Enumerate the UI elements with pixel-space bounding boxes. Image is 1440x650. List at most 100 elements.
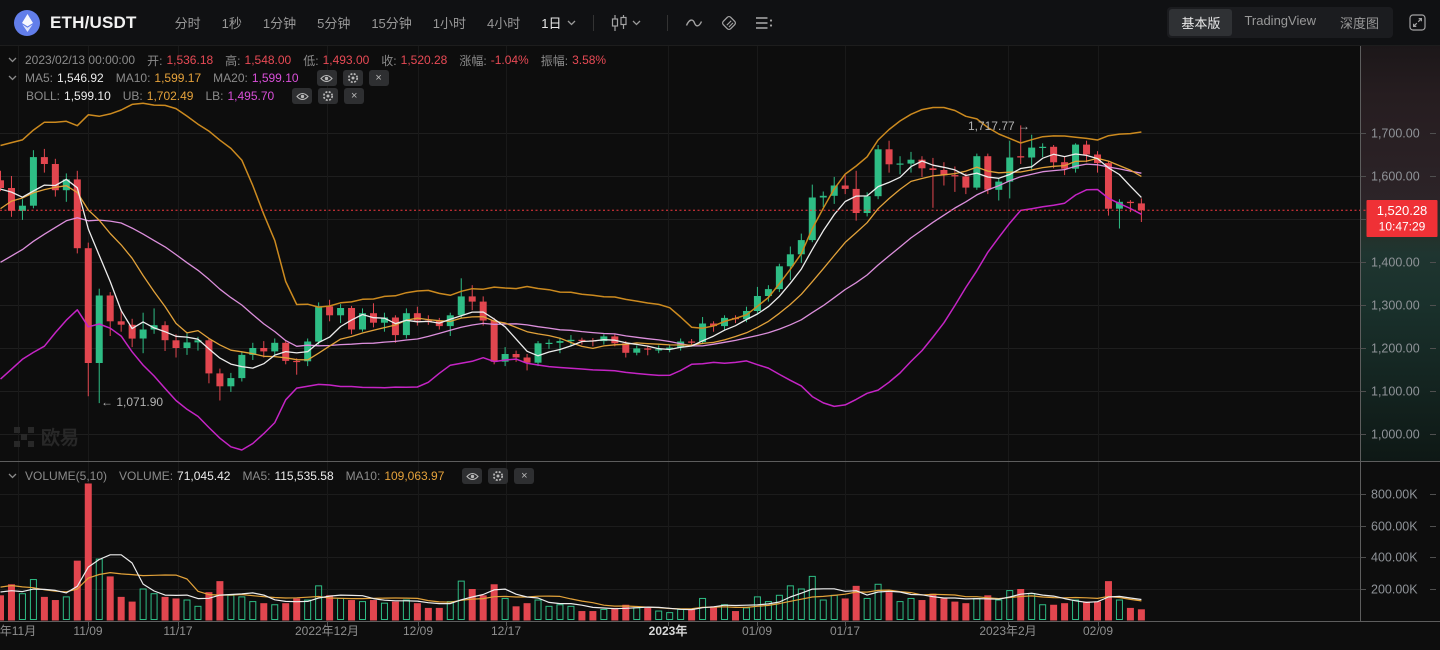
candle-body	[962, 176, 970, 188]
boll-ub-label: UB:	[122, 89, 143, 103]
y-axis-label: 1,300.00	[1371, 299, 1420, 313]
candlestick-icon	[611, 14, 627, 31]
collapse-chevron-icon[interactable]	[8, 57, 17, 63]
gear-icon[interactable]	[318, 88, 339, 104]
candle-body	[51, 164, 59, 191]
candle-body	[896, 163, 904, 165]
volume-bar	[644, 607, 652, 621]
candle-body	[764, 289, 772, 296]
y-axis-label: 400.00K	[1371, 551, 1418, 565]
candle-body	[468, 296, 476, 302]
tab-basic[interactable]: 基本版	[1169, 9, 1233, 36]
low-value: 1,493.00	[322, 53, 370, 67]
volume-bar	[863, 597, 871, 621]
volume-bar	[1083, 601, 1091, 621]
timeframe-active-dropdown[interactable]: 1日	[541, 13, 575, 32]
volume-bar	[424, 607, 432, 621]
candle-body	[863, 196, 871, 213]
ohlc-info-row: 2023/02/13 00:00:00 开: 1,536.18 高: 1,548…	[8, 52, 618, 68]
close-value: 1,520.28	[400, 53, 448, 67]
candle-body	[62, 179, 70, 191]
x-axis-label: 01/17	[830, 624, 860, 638]
volume-bar	[1061, 603, 1069, 621]
low-label: 低:	[303, 53, 319, 68]
boll-value: 1,599.10	[64, 89, 111, 103]
ma5-label: MA5:	[25, 71, 54, 85]
volume-bar	[249, 601, 257, 620]
candle-body	[501, 354, 509, 362]
timeframe-item[interactable]: 1小时	[432, 16, 467, 31]
gear-icon[interactable]	[488, 468, 509, 484]
eye-icon[interactable]	[316, 70, 337, 86]
timeframe-item[interactable]: 4小时	[487, 16, 521, 31]
candle-body	[841, 185, 849, 189]
amplitude-value: 3.58%	[572, 53, 607, 67]
gear-icon[interactable]	[342, 70, 363, 86]
candle-body	[40, 157, 48, 164]
candle-body	[973, 156, 981, 188]
volume-bar	[51, 600, 59, 621]
candlestick-chart[interactable]: 1,700.001,600.001,500.001,400.001,300.00…	[0, 46, 1440, 650]
timeframe-item[interactable]: 1分钟	[262, 16, 297, 31]
candle-body	[885, 149, 893, 165]
volume-bar	[194, 605, 202, 621]
candle-body	[7, 188, 15, 211]
volume-bar	[1104, 581, 1112, 621]
volume-bar	[501, 597, 509, 621]
change-label: 涨幅:	[459, 53, 487, 68]
volume-bar	[666, 612, 674, 620]
eye-icon[interactable]	[462, 468, 483, 484]
volume-bar	[490, 584, 498, 621]
eye-icon[interactable]	[292, 88, 313, 104]
boll-upper-band-line	[0, 102, 1142, 329]
volume-bar	[940, 598, 948, 621]
divider	[666, 14, 668, 31]
candle-body	[183, 342, 191, 348]
close-icon[interactable]: ×	[514, 468, 535, 484]
price-annotation: 1,717.77 →	[968, 119, 1030, 133]
timeframe-item[interactable]: 5分钟	[317, 16, 351, 31]
chart-settings-button[interactable]	[755, 16, 773, 30]
close-icon[interactable]: ×	[368, 70, 389, 86]
candle-body	[413, 313, 421, 321]
fullscreen-button[interactable]	[1409, 14, 1426, 31]
candle-body	[446, 315, 454, 327]
candle-body	[1072, 144, 1080, 169]
tab-tradingview[interactable]: TradingView	[1244, 13, 1316, 28]
ma20-line	[0, 163, 1142, 347]
volume-bar	[753, 596, 761, 620]
candle-body	[830, 185, 838, 196]
volume-bar	[1072, 599, 1080, 621]
ma10-label: MA10:	[115, 71, 151, 85]
x-axis-label: 11/17	[163, 624, 192, 638]
volume-bar	[534, 599, 542, 621]
candle-body	[490, 320, 498, 362]
volume-bar	[7, 584, 15, 621]
drawing-line-button[interactable]	[685, 16, 703, 30]
candle-body	[940, 170, 948, 176]
timeframe-item[interactable]: 分时	[174, 16, 201, 31]
indicators-button[interactable]	[720, 14, 738, 32]
y-axis-label: 600.00K	[1371, 520, 1418, 534]
candle-body	[117, 321, 125, 325]
close-icon[interactable]: ×	[344, 88, 365, 104]
open-value: 1,536.18	[166, 53, 214, 67]
tab-depth[interactable]: 深度图	[1339, 16, 1379, 31]
volume-bar	[775, 594, 783, 620]
candle-body	[84, 248, 92, 363]
candle-datetime: 2023/02/13 00:00:00	[25, 53, 136, 67]
collapse-chevron-icon[interactable]	[8, 473, 17, 479]
volume-bar	[139, 588, 147, 620]
collapse-chevron-icon[interactable]	[8, 75, 17, 81]
timeframe-item[interactable]: 1秒	[221, 16, 242, 31]
candle-body	[73, 179, 81, 249]
candle-body	[567, 339, 575, 342]
volume-bar	[304, 599, 312, 621]
candle-style-button[interactable]	[611, 14, 641, 32]
candle-body	[315, 306, 323, 342]
candle-body	[348, 308, 356, 330]
volume-bar	[973, 597, 981, 621]
ma20-label: MA20:	[213, 71, 248, 85]
timeframe-item[interactable]: 15分钟	[371, 16, 412, 31]
candle-body	[1115, 201, 1123, 209]
